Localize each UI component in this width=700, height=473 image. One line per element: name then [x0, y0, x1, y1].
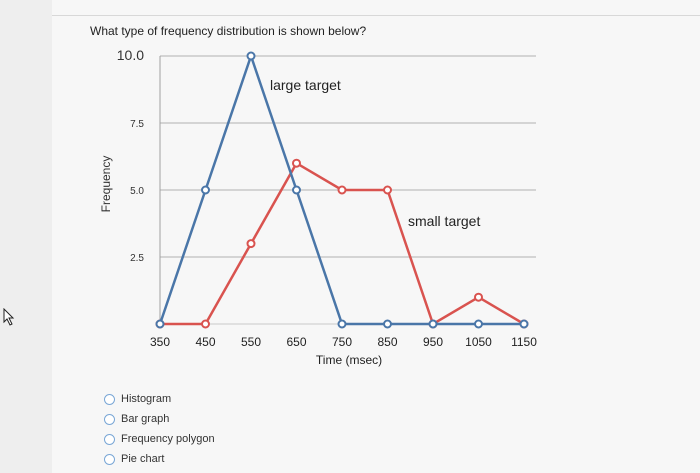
x-tick-label: 950 [423, 335, 443, 349]
x-tick-label: 650 [286, 335, 306, 349]
x-tick-label: 1150 [511, 335, 537, 349]
radio-button[interactable] [104, 393, 115, 405]
data-point [201, 319, 210, 329]
series-label-small-target: small target [408, 213, 480, 229]
data-point [519, 319, 529, 329]
x-axis-label: Time (msec) [316, 353, 382, 367]
y-tick-label: 5.0 [130, 186, 144, 197]
data-point [201, 185, 210, 195]
option-histogram[interactable]: Histogram [104, 389, 215, 409]
x-tick-label: 550 [241, 335, 261, 349]
y-tick-label: 7.5 [130, 119, 144, 130]
question-panel: What type of frequency distribution is s… [52, 0, 700, 473]
data-point [292, 158, 301, 168]
data-point [474, 319, 483, 329]
question-text: What type of frequency distribution is s… [90, 24, 367, 38]
option-bar-graph[interactable]: Bar graph [104, 409, 215, 429]
data-point [383, 319, 392, 329]
data-point [428, 319, 438, 329]
data-point [292, 185, 301, 195]
option-label: Bar graph [121, 413, 170, 425]
option-label: Frequency polygon [121, 433, 215, 445]
answer-options: Histogram Bar graph Frequency polygon Pi… [104, 389, 215, 469]
option-pie-chart[interactable]: Pie chart [104, 449, 215, 469]
option-label: Pie chart [121, 453, 165, 465]
data-point [246, 51, 256, 61]
radio-button[interactable] [104, 413, 115, 425]
data-point [383, 185, 392, 195]
option-frequency-polygon[interactable]: Frequency polygon [104, 429, 215, 449]
x-tick-label: 750 [332, 335, 352, 349]
frequency-chart: 2.5 5.0 7.5 10.0 Frequency 350 450 550 650 750 850… [99, 47, 537, 367]
radio-button[interactable] [104, 433, 115, 445]
x-tick-label: 450 [195, 335, 215, 349]
y-tick-label: 2.5 [130, 253, 144, 264]
data-point [155, 319, 165, 329]
y-axis-label: Frequency [99, 156, 113, 213]
series-label-large-target: large target [270, 77, 341, 93]
data-point [337, 319, 347, 329]
data-point [337, 185, 347, 195]
x-tick-label: 350 [150, 335, 170, 349]
data-point [474, 292, 483, 302]
radio-button[interactable] [104, 453, 115, 465]
x-tick-label: 850 [377, 335, 397, 349]
option-label: Histogram [121, 393, 172, 405]
divider [52, 15, 700, 16]
cursor-icon [3, 308, 15, 326]
x-tick-label: 1050 [465, 335, 492, 349]
data-point [246, 239, 256, 249]
y-tick-label: 10.0 [117, 47, 144, 63]
